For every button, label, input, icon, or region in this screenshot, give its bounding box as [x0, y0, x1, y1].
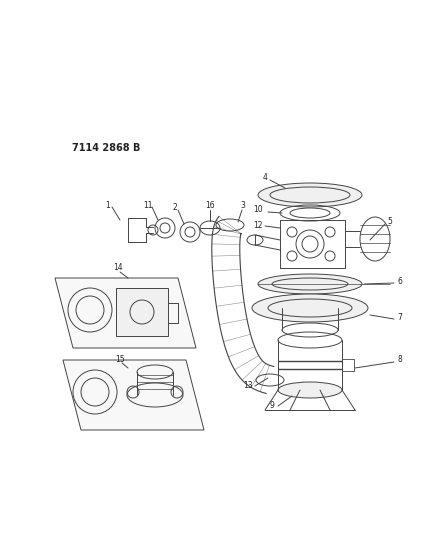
- Text: 11: 11: [143, 200, 153, 209]
- Text: 2: 2: [172, 204, 177, 213]
- Text: 3: 3: [241, 200, 245, 209]
- Text: 8: 8: [398, 356, 402, 365]
- Text: 14: 14: [113, 263, 123, 272]
- Text: 7114 2868 B: 7114 2868 B: [72, 143, 140, 153]
- Ellipse shape: [252, 294, 368, 322]
- Text: 10: 10: [253, 206, 263, 214]
- Text: 5: 5: [388, 217, 392, 227]
- Bar: [116, 288, 168, 336]
- Text: 15: 15: [115, 356, 125, 365]
- Text: 13: 13: [243, 381, 253, 390]
- Text: 1: 1: [106, 200, 110, 209]
- Polygon shape: [63, 360, 204, 430]
- Text: 16: 16: [205, 200, 215, 209]
- Text: 4: 4: [262, 174, 268, 182]
- Text: 6: 6: [398, 278, 402, 287]
- Ellipse shape: [278, 382, 342, 398]
- Ellipse shape: [258, 274, 362, 294]
- Text: 9: 9: [270, 400, 274, 409]
- Text: 7: 7: [398, 313, 402, 322]
- Polygon shape: [55, 278, 196, 348]
- Ellipse shape: [258, 183, 362, 207]
- Text: 12: 12: [253, 221, 263, 230]
